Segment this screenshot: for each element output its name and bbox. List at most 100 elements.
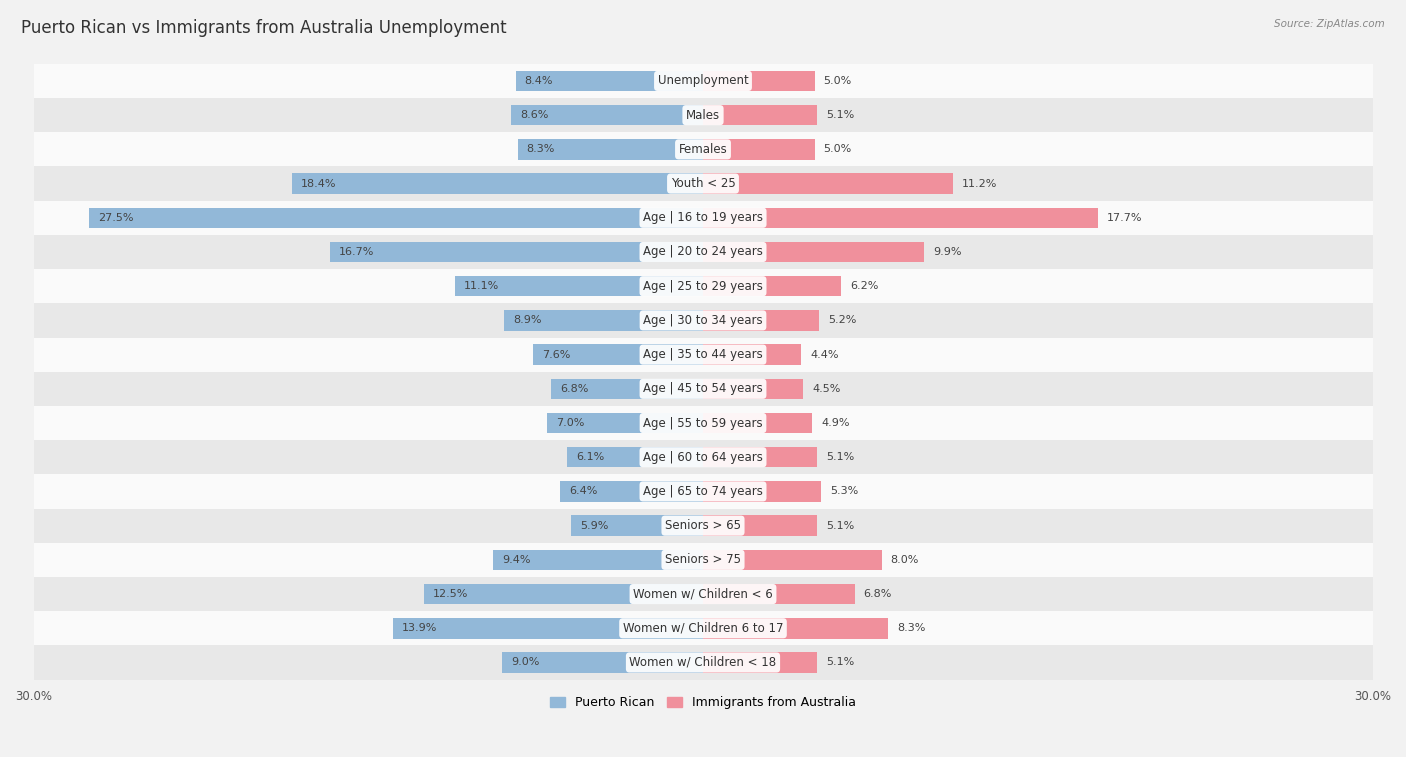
Bar — [703, 276, 841, 297]
Bar — [551, 378, 703, 399]
Text: 5.0%: 5.0% — [824, 145, 852, 154]
Bar — [547, 413, 703, 433]
Bar — [703, 584, 855, 604]
Text: 8.3%: 8.3% — [897, 623, 925, 634]
Text: Males: Males — [686, 109, 720, 122]
Text: 13.9%: 13.9% — [402, 623, 437, 634]
Bar — [34, 132, 1372, 167]
Text: 8.4%: 8.4% — [524, 76, 553, 86]
Bar — [292, 173, 703, 194]
Bar — [34, 372, 1372, 406]
Text: 6.8%: 6.8% — [863, 589, 891, 599]
Bar — [90, 207, 703, 228]
Bar — [510, 105, 703, 126]
Text: Women w/ Children < 18: Women w/ Children < 18 — [630, 656, 776, 669]
Text: 6.1%: 6.1% — [576, 452, 605, 463]
Bar — [425, 584, 703, 604]
Text: Youth < 25: Youth < 25 — [671, 177, 735, 190]
Bar — [494, 550, 703, 570]
Bar — [703, 310, 820, 331]
Text: Women w/ Children 6 to 17: Women w/ Children 6 to 17 — [623, 621, 783, 635]
Bar — [517, 139, 703, 160]
Text: 9.9%: 9.9% — [932, 247, 962, 257]
Text: Age | 60 to 64 years: Age | 60 to 64 years — [643, 450, 763, 464]
Text: 11.2%: 11.2% — [962, 179, 997, 188]
Bar — [392, 618, 703, 638]
Bar — [34, 167, 1372, 201]
Text: Unemployment: Unemployment — [658, 74, 748, 88]
Text: 9.4%: 9.4% — [502, 555, 530, 565]
Text: 5.1%: 5.1% — [825, 111, 853, 120]
Bar — [34, 646, 1372, 680]
Bar — [34, 440, 1372, 475]
Text: 8.0%: 8.0% — [890, 555, 920, 565]
Text: 5.3%: 5.3% — [830, 487, 859, 497]
Bar — [34, 201, 1372, 235]
Bar — [34, 611, 1372, 646]
Bar — [34, 475, 1372, 509]
Legend: Puerto Rican, Immigrants from Australia: Puerto Rican, Immigrants from Australia — [546, 691, 860, 714]
Text: Seniors > 75: Seniors > 75 — [665, 553, 741, 566]
Bar — [703, 378, 803, 399]
Bar — [703, 413, 813, 433]
Bar — [533, 344, 703, 365]
Bar — [330, 241, 703, 262]
Bar — [34, 98, 1372, 132]
Text: 5.1%: 5.1% — [825, 658, 853, 668]
Text: 4.5%: 4.5% — [813, 384, 841, 394]
Text: Age | 55 to 59 years: Age | 55 to 59 years — [643, 416, 763, 429]
Bar — [703, 481, 821, 502]
Text: Age | 45 to 54 years: Age | 45 to 54 years — [643, 382, 763, 395]
Bar — [703, 344, 801, 365]
Bar — [703, 447, 817, 468]
Bar — [703, 70, 814, 91]
Bar — [505, 310, 703, 331]
Text: 8.6%: 8.6% — [520, 111, 548, 120]
Bar — [571, 516, 703, 536]
Text: 11.1%: 11.1% — [464, 281, 499, 291]
Text: Age | 25 to 29 years: Age | 25 to 29 years — [643, 279, 763, 293]
Text: Age | 35 to 44 years: Age | 35 to 44 years — [643, 348, 763, 361]
Bar — [34, 406, 1372, 440]
Bar — [516, 70, 703, 91]
Text: 4.9%: 4.9% — [821, 418, 849, 428]
Text: Age | 16 to 19 years: Age | 16 to 19 years — [643, 211, 763, 224]
Text: Females: Females — [679, 143, 727, 156]
Text: 17.7%: 17.7% — [1107, 213, 1143, 223]
Text: 6.8%: 6.8% — [560, 384, 589, 394]
Bar — [560, 481, 703, 502]
Bar — [34, 338, 1372, 372]
Bar — [502, 653, 703, 673]
Bar — [703, 207, 1098, 228]
Bar — [34, 577, 1372, 611]
Text: Age | 20 to 24 years: Age | 20 to 24 years — [643, 245, 763, 258]
Text: 7.0%: 7.0% — [555, 418, 583, 428]
Text: 6.2%: 6.2% — [851, 281, 879, 291]
Text: 7.6%: 7.6% — [543, 350, 571, 360]
Bar — [703, 139, 814, 160]
Text: 5.2%: 5.2% — [828, 316, 856, 326]
Text: Seniors > 65: Seniors > 65 — [665, 519, 741, 532]
Bar — [703, 241, 924, 262]
Bar — [34, 235, 1372, 269]
Bar — [703, 105, 817, 126]
Text: 27.5%: 27.5% — [98, 213, 134, 223]
Text: Source: ZipAtlas.com: Source: ZipAtlas.com — [1274, 19, 1385, 29]
Text: 6.4%: 6.4% — [569, 487, 598, 497]
Text: 9.0%: 9.0% — [510, 658, 540, 668]
Bar — [34, 64, 1372, 98]
Bar — [703, 516, 817, 536]
Text: Age | 30 to 34 years: Age | 30 to 34 years — [643, 314, 763, 327]
Text: 18.4%: 18.4% — [301, 179, 337, 188]
Text: 16.7%: 16.7% — [339, 247, 374, 257]
Text: 5.1%: 5.1% — [825, 452, 853, 463]
Text: 4.4%: 4.4% — [810, 350, 838, 360]
Text: 5.1%: 5.1% — [825, 521, 853, 531]
Bar — [34, 269, 1372, 304]
Bar — [456, 276, 703, 297]
Bar — [703, 618, 889, 638]
Text: Age | 65 to 74 years: Age | 65 to 74 years — [643, 485, 763, 498]
Bar — [703, 173, 953, 194]
Bar — [703, 653, 817, 673]
Bar — [34, 509, 1372, 543]
